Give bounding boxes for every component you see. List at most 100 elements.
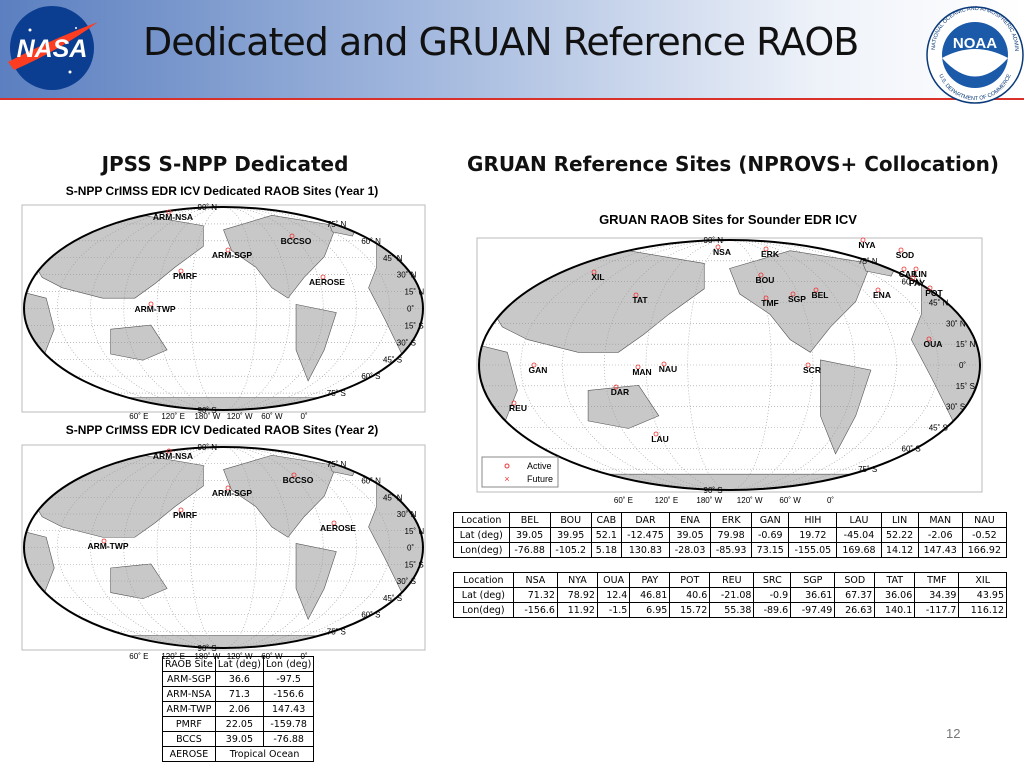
table-cell: 140.1 bbox=[874, 602, 916, 618]
table-cell: -2.06 bbox=[917, 527, 963, 543]
legend-future-symbol: × bbox=[504, 474, 509, 484]
table-cell: PMRF bbox=[162, 716, 216, 732]
lat-label: 60˚ N bbox=[361, 477, 381, 486]
lon-label: 120˚ W bbox=[737, 496, 763, 505]
site-label: ARM-SGP bbox=[212, 250, 252, 260]
meridian bbox=[562, 240, 897, 490]
table-cell: Tropical Ocean bbox=[214, 746, 315, 762]
lon-label: 120˚ W bbox=[227, 412, 253, 421]
table-row: ARM-SGP 36.6 -97.5 bbox=[162, 671, 315, 687]
lon-label: 60˚ E bbox=[129, 412, 148, 421]
land bbox=[729, 250, 872, 353]
site-marker bbox=[166, 448, 172, 454]
header-cell: Location bbox=[453, 512, 510, 528]
lat-label: 75˚ N bbox=[858, 257, 878, 266]
left-heading: JPSS S-NPP Dedicated bbox=[101, 152, 349, 176]
site-marker bbox=[763, 295, 769, 301]
table-row: AEROSE Tropical Ocean bbox=[162, 746, 315, 762]
header-cell: REU bbox=[709, 572, 755, 588]
table-cell: 34.39 bbox=[914, 587, 960, 603]
noaa-logo: NOAA NATIONAL OCEANIC AND ATMOSPHERIC AD… bbox=[0, 0, 1024, 104]
land bbox=[223, 454, 337, 538]
lon-label: 120˚ E bbox=[161, 412, 185, 421]
site-label: NSA bbox=[713, 247, 731, 257]
lat-label: 45˚ N bbox=[383, 493, 403, 502]
header-cell: XIL bbox=[958, 572, 1007, 588]
site-label: NYA bbox=[858, 240, 875, 250]
lat-label: 45˚ S bbox=[383, 594, 402, 603]
nasa-wordmark: NASA bbox=[17, 35, 88, 63]
lat-label: 15˚ S bbox=[405, 560, 424, 569]
site-label: ARM-NSA bbox=[153, 451, 193, 461]
site-marker bbox=[178, 507, 184, 513]
page-number: 12 bbox=[946, 726, 961, 741]
land bbox=[295, 543, 337, 620]
lat-label: 30˚ S bbox=[397, 338, 416, 347]
header-cell: NYA bbox=[556, 572, 598, 588]
lon-label: 60˚ E bbox=[614, 496, 633, 505]
lat-label: 15˚ S bbox=[956, 382, 975, 391]
lat-label: 45˚ S bbox=[929, 424, 948, 433]
data-table: Location NSA NYA OUA PAY POT REU SRC SGP SOD TAT TM… bbox=[453, 572, 1007, 618]
header-cell: RAOB Site bbox=[162, 656, 216, 672]
lon-label: 120˚ E bbox=[655, 496, 679, 505]
table-cell: -89.6 bbox=[753, 602, 792, 618]
data-table: RAOB Site Lat (deg) Lon (deg) ARM-SGP 36.6 -9… bbox=[162, 656, 315, 762]
site-label: AEROSE bbox=[320, 523, 356, 533]
map-title: S-NPP CrIMSS EDR ICV Dedicated RAOB Site… bbox=[66, 423, 379, 437]
site-label: PMRF bbox=[173, 271, 197, 281]
site-marker bbox=[813, 287, 819, 293]
map-outline bbox=[23, 206, 424, 411]
site-marker bbox=[860, 237, 866, 243]
header-cell: DAR bbox=[620, 512, 671, 528]
legend-box bbox=[481, 456, 559, 488]
table-cell: 14.12 bbox=[880, 542, 919, 558]
table-cell: 11.92 bbox=[556, 602, 598, 618]
lat-label: 15˚ N bbox=[956, 340, 976, 349]
table-cell: Lat (deg) bbox=[453, 527, 510, 543]
site-label: SGP bbox=[788, 294, 806, 304]
site-label: ARM-NSA bbox=[153, 212, 193, 222]
site-label: MAN bbox=[632, 367, 651, 377]
lat-label: 60˚ N bbox=[902, 278, 922, 287]
lat-label: 75˚ S bbox=[858, 465, 877, 474]
lat-label: 15˚ N bbox=[405, 288, 425, 297]
site-marker bbox=[613, 384, 619, 390]
table-header-row: RAOB Site Lat (deg) Lon (deg) bbox=[162, 656, 315, 672]
table-cell: 55.38 bbox=[709, 602, 755, 618]
lat-label: 0˚ bbox=[407, 544, 414, 553]
table-cell: 130.83 bbox=[620, 542, 671, 558]
table-cell: -155.05 bbox=[788, 542, 838, 558]
lat-label: 45˚ N bbox=[383, 254, 403, 263]
table-cell: 78.92 bbox=[556, 587, 598, 603]
table-cell: -0.9 bbox=[753, 587, 792, 603]
lat-label: 90˚ S bbox=[198, 406, 217, 415]
land bbox=[587, 385, 660, 429]
site-marker bbox=[790, 291, 796, 297]
site-marker bbox=[225, 247, 231, 253]
site-label: CAB bbox=[899, 269, 917, 279]
table-cell: ARM-TWP bbox=[162, 701, 216, 717]
site-marker bbox=[635, 364, 641, 370]
meridian bbox=[156, 207, 291, 410]
header-cell: Lon (deg) bbox=[262, 656, 315, 672]
legend-active-symbol bbox=[504, 463, 510, 469]
table-cell: 15.72 bbox=[669, 602, 711, 618]
lat-label: 60˚ S bbox=[361, 611, 380, 620]
table-cell: -97.49 bbox=[790, 602, 836, 618]
lon-label: 60˚ E bbox=[129, 652, 148, 661]
site-marker bbox=[653, 431, 659, 437]
header-cell: SOD bbox=[834, 572, 876, 588]
land bbox=[223, 215, 337, 299]
site-label: AEROSE bbox=[309, 277, 345, 287]
lat-label: 60˚ S bbox=[902, 444, 921, 453]
lon-label: 0˚ bbox=[301, 412, 308, 421]
lat-label: 30˚ S bbox=[946, 403, 965, 412]
table-cell: 166.92 bbox=[961, 542, 1008, 558]
map-title: GRUAN RAOB Sites for Sounder EDR ICV bbox=[599, 212, 857, 227]
header-cell: ERK bbox=[710, 512, 753, 528]
site-marker bbox=[331, 520, 337, 526]
site-label: BEL bbox=[812, 290, 829, 300]
lat-label: 15˚ S bbox=[405, 321, 424, 330]
